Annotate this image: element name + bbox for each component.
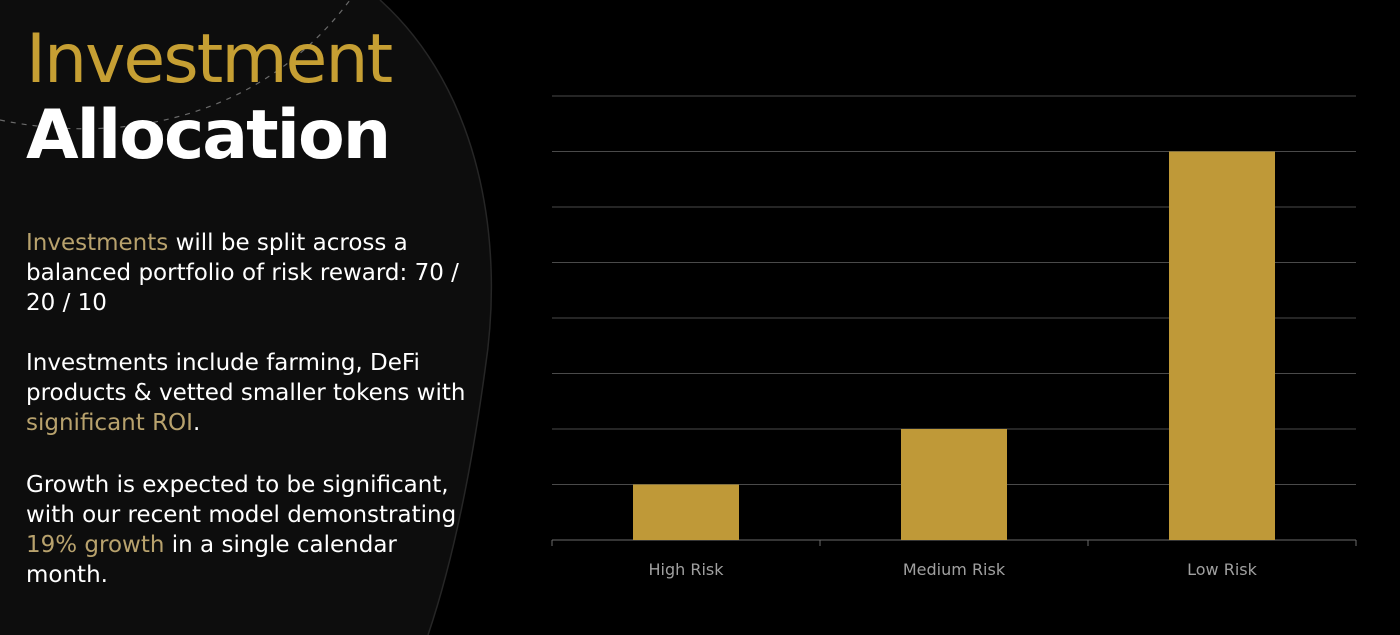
background-arc — [0, 0, 492, 635]
investments-paragraph: Investments include farming, DeFi produc… — [26, 348, 476, 438]
slide-title: Investment Allocation — [26, 20, 393, 175]
dashed-orbit-line — [0, 0, 351, 130]
growth-paragraph: Growth is expected to be significant, wi… — [26, 470, 476, 590]
bar-low-risk — [1169, 151, 1275, 540]
title-main: Allocation — [26, 96, 391, 175]
bar-chart-svg: High Risk Medium Risk Low Risk — [551, 95, 1357, 579]
bar-chart: High Risk Medium Risk Low Risk — [540, 80, 1370, 590]
x-tick-label: High Risk — [648, 560, 724, 579]
investments-text-end: . — [192, 410, 201, 436]
background-arc-outline — [379, 0, 493, 635]
growth-highlight: 19% growth — [26, 532, 165, 558]
x-tick-label: Low Risk — [1187, 560, 1257, 579]
investments-highlight: Investments — [26, 230, 169, 256]
growth-text-end: in a single calendar month. — [26, 532, 397, 588]
roi-highlight: significant ROI — [26, 410, 193, 436]
allocation-text: will be split across a balanced portfoli… — [26, 230, 459, 316]
growth-text: Growth is expected to be significant, wi… — [26, 472, 457, 528]
bar-high-risk — [633, 484, 739, 540]
x-tick-label: Medium Risk — [903, 560, 1006, 579]
allocation-paragraph: Investments will be split across a balan… — [26, 228, 476, 318]
title-accent: Investment — [26, 20, 393, 99]
investments-text: Investments include farming, DeFi produc… — [26, 350, 466, 406]
bar-medium-risk — [901, 429, 1007, 540]
